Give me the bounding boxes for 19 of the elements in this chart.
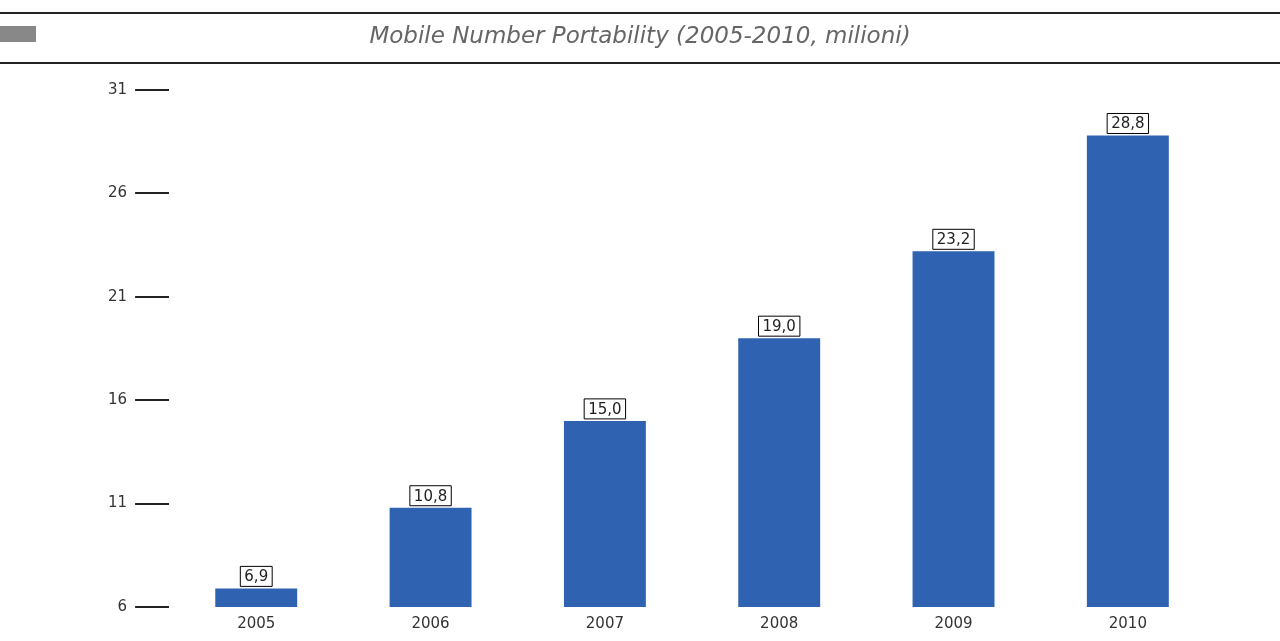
y-tick-label: 11 [107,493,128,512]
data-label: 23,2 [936,230,971,249]
x-tick-label: 2008 [760,613,799,632]
x-tick-label: 2010 [1108,613,1147,632]
x-tick-label: 2006 [411,613,450,632]
y-tick-label: 31 [107,79,128,98]
data-label: 19,0 [762,317,796,336]
x-tick-label: 2007 [585,613,624,632]
y-tick-label: 6 [117,596,128,615]
data-label: 6,9 [244,567,269,586]
x-tick-label: 2005 [237,613,276,632]
data-label: 15,0 [588,399,622,418]
y-tick-label: 16 [107,390,128,409]
y-tick-label: 26 [107,183,128,202]
chart-title: Mobile Number Portability (2005-2010, milioni) [368,22,912,48]
y-tick-label: 21 [107,286,128,305]
x-tick-label: 2009 [934,613,973,632]
data-label: 10,8 [413,486,448,505]
data-label: 28,8 [1111,114,1145,133]
